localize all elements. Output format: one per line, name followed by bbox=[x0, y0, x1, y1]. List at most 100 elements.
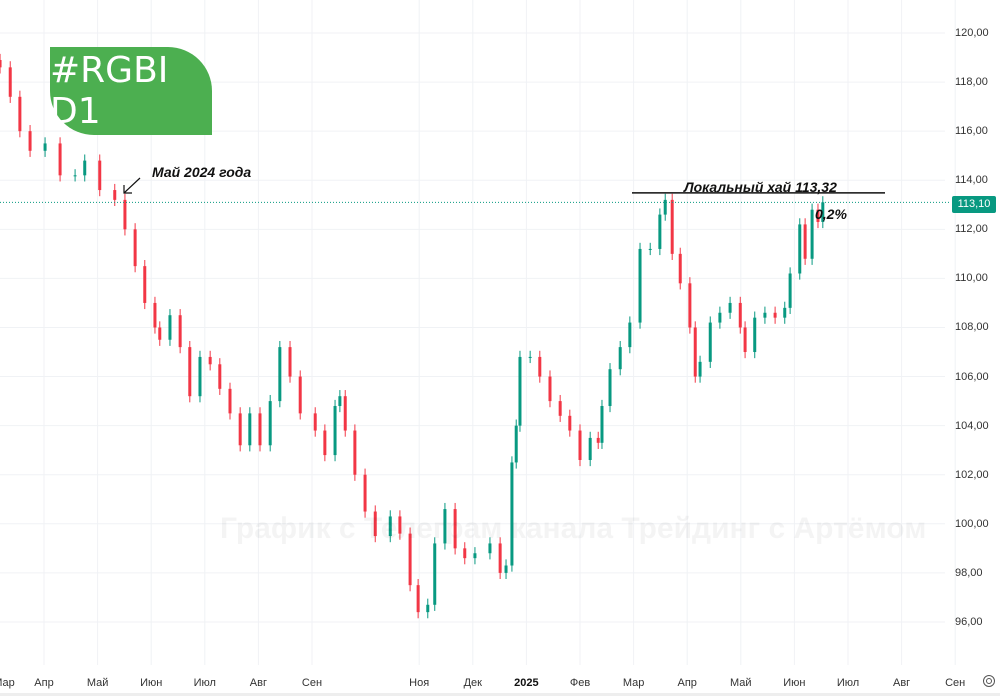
candle-body bbox=[658, 214, 662, 249]
candle-body bbox=[143, 266, 147, 303]
y-tick-label: 114,00 bbox=[955, 174, 988, 187]
candle-body bbox=[8, 67, 12, 97]
candle-body bbox=[810, 209, 814, 259]
candle-body bbox=[278, 347, 282, 402]
candle-body bbox=[648, 248, 652, 250]
candle-body bbox=[338, 396, 342, 407]
candle-body bbox=[578, 430, 582, 460]
candle-body bbox=[228, 388, 232, 414]
candle-body bbox=[718, 312, 722, 323]
candle-body bbox=[313, 413, 317, 431]
candle-body bbox=[596, 437, 600, 443]
candle-body bbox=[18, 96, 22, 132]
candle-body bbox=[608, 369, 612, 407]
candle-body bbox=[788, 273, 792, 308]
candle-body bbox=[168, 315, 172, 340]
candle-body bbox=[398, 516, 402, 534]
settings-icon[interactable] bbox=[983, 675, 995, 687]
candle-body bbox=[763, 312, 767, 318]
candle-body bbox=[798, 224, 802, 274]
candle-body bbox=[504, 565, 508, 573]
y-tick-label: 120,00 bbox=[955, 27, 989, 39]
candle-body bbox=[638, 248, 642, 323]
percent-annotation: 0,2% bbox=[815, 206, 847, 222]
local-high-annotation: Локальный хай 113,32 bbox=[684, 179, 837, 195]
x-tick-label: Мар bbox=[622, 677, 645, 689]
x-tick-label: Май bbox=[86, 677, 109, 689]
may-2024-annotation: Май 2024 года bbox=[152, 164, 252, 180]
candle-body bbox=[298, 376, 302, 414]
candle-body bbox=[218, 364, 222, 389]
candle-body bbox=[268, 401, 272, 446]
x-tick-label: Июн bbox=[783, 677, 806, 689]
candle-body bbox=[43, 143, 47, 151]
candle-body bbox=[153, 302, 157, 328]
x-tick-label: 2025 bbox=[514, 677, 539, 689]
y-tick-label: 96,00 bbox=[955, 615, 983, 628]
x-tick-label: Авг bbox=[892, 677, 911, 689]
candle-body bbox=[323, 430, 327, 456]
y-tick-label: 102,00 bbox=[955, 468, 989, 481]
x-tick-label: Ноя bbox=[409, 677, 430, 689]
candle-body bbox=[198, 356, 202, 397]
bottom-strip bbox=[0, 693, 1000, 696]
candle-body bbox=[708, 322, 712, 362]
x-tick-label: Дек bbox=[463, 677, 482, 689]
candle-body bbox=[510, 462, 514, 566]
candle-body bbox=[258, 413, 262, 446]
candle-body bbox=[373, 511, 377, 537]
candle-body bbox=[433, 543, 437, 605]
candle-body bbox=[388, 516, 392, 537]
y-tick-label: 98,00 bbox=[955, 566, 983, 579]
candle-body bbox=[288, 347, 292, 377]
candle-body bbox=[98, 160, 102, 191]
candle-body bbox=[528, 356, 532, 358]
candle-body bbox=[514, 425, 518, 463]
x-tick-label: Апр bbox=[34, 677, 54, 689]
candle-body bbox=[73, 175, 77, 177]
candle-body bbox=[208, 356, 212, 365]
candle-body bbox=[693, 327, 697, 377]
candle-body bbox=[628, 322, 632, 348]
candle-body bbox=[688, 283, 692, 328]
candle-body bbox=[238, 413, 242, 446]
candle-body bbox=[123, 199, 127, 230]
y-tick-label: 110,00 bbox=[955, 272, 988, 285]
x-tick-label: Июл bbox=[193, 677, 216, 689]
candle-body bbox=[28, 131, 32, 151]
y-tick-label: 108,00 bbox=[955, 321, 989, 334]
candle-body bbox=[473, 553, 477, 559]
x-tick-label: Фев bbox=[569, 677, 591, 689]
candle-body bbox=[728, 302, 732, 313]
candle-body bbox=[558, 401, 562, 416]
candle-body bbox=[363, 474, 367, 512]
candle-body bbox=[408, 533, 412, 586]
candle-body bbox=[178, 315, 182, 348]
x-tick-label: Мар bbox=[0, 677, 15, 689]
candle-body bbox=[568, 415, 572, 431]
candle-body bbox=[600, 406, 604, 443]
candle-body bbox=[188, 347, 192, 397]
candle-body bbox=[113, 190, 117, 200]
candle-body bbox=[488, 543, 492, 554]
candle-body bbox=[426, 604, 430, 613]
x-tick-label: Авг bbox=[249, 677, 267, 689]
candle-body bbox=[343, 396, 347, 431]
candle-body bbox=[588, 437, 592, 460]
candle-body bbox=[453, 509, 457, 549]
candle-body bbox=[518, 356, 522, 426]
y-tick-label: 116,00 bbox=[955, 125, 988, 138]
x-tick-label: Июл bbox=[836, 677, 860, 689]
y-tick-label: 104,00 bbox=[955, 419, 989, 432]
candle-body bbox=[158, 327, 162, 340]
x-tick-label: Сен bbox=[945, 677, 966, 689]
candle-body bbox=[83, 160, 87, 176]
candle-body bbox=[0, 59, 2, 68]
y-tick-label: 118,00 bbox=[955, 76, 988, 89]
y-tick-label: 100,00 bbox=[955, 517, 989, 530]
ticker-badge: #RGBI D1 bbox=[50, 47, 212, 135]
candle-body bbox=[738, 302, 742, 328]
candle-body bbox=[58, 143, 62, 176]
candle-body bbox=[353, 430, 357, 475]
candle-body bbox=[743, 327, 747, 353]
